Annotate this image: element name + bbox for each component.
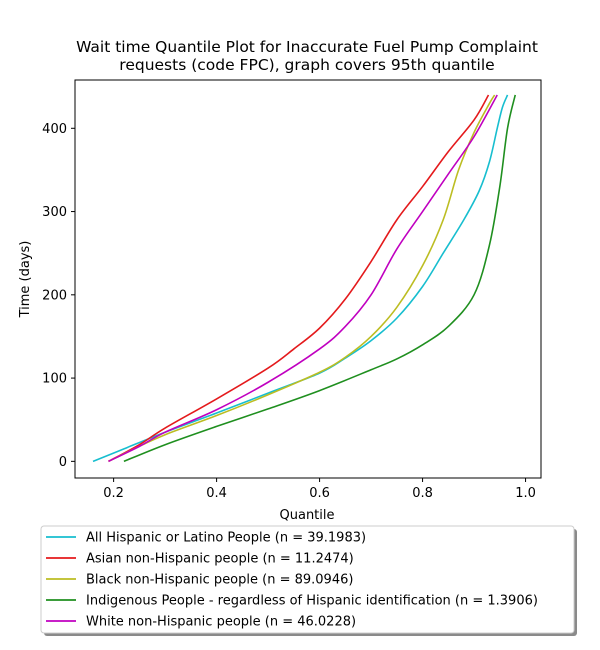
x-axis-label: Quantile xyxy=(280,508,335,523)
x-tick-label: 0.6 xyxy=(309,486,330,501)
y-axis-ticks: 0 100 200 300 400 xyxy=(42,122,75,470)
series-line-5 xyxy=(108,94,498,463)
x-tick-label: 0.8 xyxy=(412,486,433,501)
legend-items: All Hispanic or Latino People (n = 39.19… xyxy=(46,531,538,630)
x-axis-ticks: 0.2 0.4 0.6 0.8 1.0 xyxy=(103,478,536,501)
plot-frame xyxy=(74,79,542,479)
series-line-3 xyxy=(108,94,496,463)
chart-title-line-1: Wait time Quantile Plot for Inaccurate F… xyxy=(76,38,538,56)
legend-label-3: Black non-Hispanic people (n = 89.0946) xyxy=(86,573,353,588)
legend: All Hispanic or Latino People (n = 39.19… xyxy=(40,525,577,636)
series-line-2 xyxy=(108,94,490,463)
legend-label-1: All Hispanic or Latino People (n = 39.19… xyxy=(86,531,366,546)
y-tick-label: 0 xyxy=(59,455,67,470)
series-lines xyxy=(92,94,517,463)
series-line-4 xyxy=(123,94,517,463)
chart-title-line-2: requests (code FPC), graph covers 95th q… xyxy=(119,56,494,74)
y-axis-label: Time (days) xyxy=(18,241,33,319)
y-tick-label: 400 xyxy=(42,122,67,137)
y-tick-label: 100 xyxy=(42,372,67,387)
legend-label-5: White non-Hispanic people (n = 46.0228) xyxy=(86,615,356,630)
legend-label-4: Indigenous People - regardless of Hispan… xyxy=(86,594,538,609)
x-tick-label: 0.2 xyxy=(103,486,124,501)
legend-box xyxy=(40,525,575,634)
y-tick-label: 200 xyxy=(42,288,67,303)
chart-title: Wait time Quantile Plot for Inaccurate F… xyxy=(76,38,538,74)
y-tick-label: 300 xyxy=(42,205,67,220)
x-tick-label: 0.4 xyxy=(206,486,227,501)
series-line-1 xyxy=(92,94,509,463)
legend-label-2: Asian non-Hispanic people (n = 11.2474) xyxy=(86,552,354,567)
x-tick-label: 1.0 xyxy=(515,486,536,501)
